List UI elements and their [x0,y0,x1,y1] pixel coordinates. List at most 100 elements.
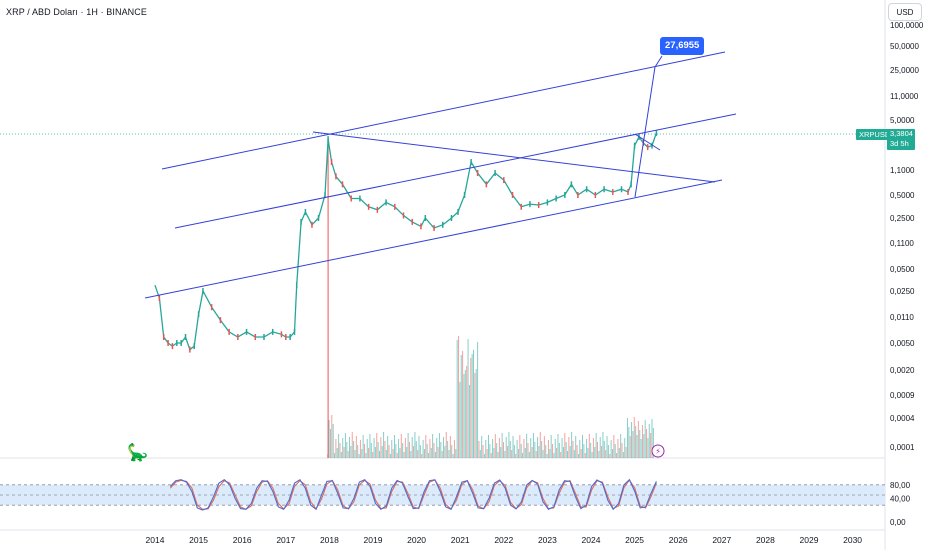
volume-bar [550,435,552,458]
volume-bar [603,441,605,458]
volume-bar [437,447,439,458]
volume-bar [582,435,584,458]
y-tick-label: 25,0000 [890,66,919,75]
volume-bar [440,442,442,458]
volume-bar [463,374,465,458]
volume-bar [467,339,469,458]
volume-bar [512,436,514,458]
volume-bar [474,373,476,458]
x-tick-label: 2017 [276,535,295,545]
y-tick-label: 0,0250 [890,287,915,296]
x-tick-label: 2015 [189,535,208,545]
volume-bar [361,449,363,458]
volume-bar [453,440,455,458]
volume-bar [436,438,438,458]
volume-bar [336,448,338,458]
volume-bar [426,444,428,458]
volume-bar [605,450,607,458]
volume-bar [362,435,364,458]
volume-bar [419,445,421,458]
bar-countdown: 3d 5h [890,139,909,148]
volume-bar [558,443,560,458]
volume-bar [402,443,404,458]
volume-bar [406,447,408,458]
volume-bar [607,445,609,458]
volume-bar [478,441,480,458]
volume-bar [576,445,578,458]
volume-bar [434,452,436,458]
volume-bar [602,432,604,458]
last-price-box: 3,3804 3d 5h [887,129,915,150]
volume-bar [415,441,417,458]
volume-bar [641,425,643,458]
last-price-value: 3,3804 [890,129,913,138]
trend-line [144,179,723,299]
volume-bar [592,438,594,458]
volume-bar [572,441,574,458]
volume-bar [596,442,598,458]
volume-bar [343,447,345,458]
volume-bar [537,437,539,458]
x-tick-label: 2028 [756,535,775,545]
x-tick-label: 2030 [843,535,862,545]
chart-title: XRP / ABD Doları · 1H · BINANCE [6,7,147,17]
volume-bar [621,443,623,458]
volume-bar [554,439,556,458]
volume-bar [542,450,544,458]
y-tick-label: 11,0000 [890,92,919,101]
volume-bar [633,417,635,458]
volume-bar [527,443,529,458]
volume-bar [505,437,507,458]
volume-bar [598,451,600,458]
volume-bar [490,453,492,458]
volume-bar [583,444,585,458]
volume-bar [564,433,566,458]
x-tick-label: 2022 [494,535,513,545]
volume-bar [526,434,528,458]
volume-bar [441,451,443,458]
volume-bar [538,446,540,458]
volume-bar [496,443,498,458]
x-tick-label: 2020 [407,535,426,545]
y-tick-label: 5,0000 [890,116,915,125]
volume-bar [455,449,457,458]
volume-bar [464,370,466,458]
volume-bar [365,453,367,458]
currency-button[interactable]: USD [888,3,922,21]
volume-bar [364,444,366,458]
x-tick-label: 2025 [625,535,644,545]
volume-bar [511,450,513,458]
volume-bar [393,435,395,458]
volume-bar [410,451,412,458]
volume-bar [617,439,619,458]
volume-bar [447,441,449,458]
volume-bar [445,432,447,458]
volume-bar [545,445,547,458]
volume-bar [504,451,506,458]
volume-bar [631,422,633,458]
volume-bar [354,450,356,458]
y-tick-label: 0,0001 [890,443,915,452]
volume-bar [430,448,432,458]
volume-bar [651,419,653,458]
volume-bar [372,452,374,458]
volume-bar [501,433,503,458]
volume-bar [646,429,648,458]
volume-bars [327,336,654,458]
volume-bar [338,434,340,458]
volume-bar [609,454,611,458]
volume-bar [376,433,378,458]
volume-bar [391,440,393,458]
price-series-line [154,132,658,351]
volume-bar [640,439,642,458]
volume-bar [586,439,588,458]
volume-bar [599,437,601,458]
volume-bar [485,440,487,458]
volume-bar [471,354,473,458]
volume-bar [516,440,518,458]
volume-bar [458,336,460,458]
volume-bar [626,418,628,458]
volume-bar [353,441,355,458]
volume-bar [644,420,646,458]
